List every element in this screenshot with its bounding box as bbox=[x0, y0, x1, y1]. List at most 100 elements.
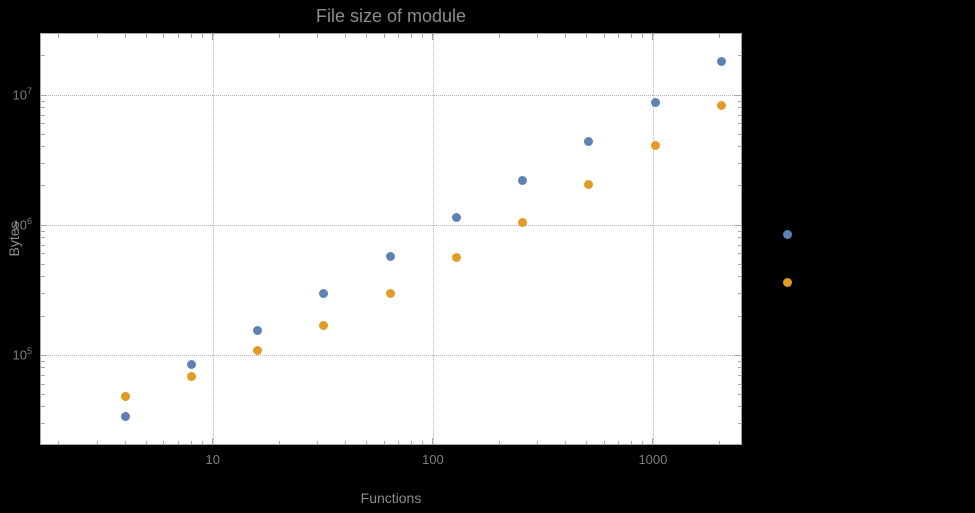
tick-mark bbox=[383, 440, 385, 444]
tick-mark bbox=[737, 244, 741, 246]
plot-frame bbox=[40, 33, 742, 445]
tick-mark bbox=[718, 440, 720, 444]
chart-title: File size of module bbox=[315, 6, 467, 26]
tick-mark bbox=[737, 146, 741, 148]
tick-mark bbox=[737, 263, 741, 265]
tick-mark bbox=[124, 440, 126, 444]
tick-mark bbox=[737, 107, 741, 109]
tick-mark bbox=[202, 440, 204, 444]
tick-mark bbox=[41, 292, 45, 294]
tick-mark bbox=[41, 374, 45, 376]
tick-mark bbox=[41, 114, 45, 116]
tick-mark bbox=[642, 34, 644, 38]
tick-mark bbox=[735, 94, 741, 96]
gridline-horizontal bbox=[41, 355, 741, 357]
x-tick-label: 1000 bbox=[638, 452, 668, 467]
x-axis-label: Functions bbox=[360, 490, 422, 506]
tick-mark bbox=[398, 34, 400, 38]
y-tick-exponent: 6 bbox=[26, 216, 32, 227]
tick-mark bbox=[737, 162, 741, 164]
tick-mark bbox=[537, 34, 539, 38]
tick-mark bbox=[422, 34, 424, 38]
tick-mark bbox=[737, 253, 741, 255]
tick-mark bbox=[737, 367, 741, 369]
tick-mark bbox=[718, 34, 720, 38]
tick-mark bbox=[41, 422, 45, 424]
tick-mark bbox=[498, 440, 500, 444]
tick-mark bbox=[41, 263, 45, 265]
tick-mark bbox=[737, 315, 741, 317]
tick-mark bbox=[41, 185, 45, 187]
tick-mark bbox=[178, 34, 180, 38]
tick-mark bbox=[97, 440, 99, 444]
data-point-blue bbox=[319, 288, 329, 298]
tick-mark bbox=[41, 146, 45, 148]
tick-mark bbox=[411, 34, 413, 38]
data-point-orange bbox=[518, 217, 528, 227]
tick-mark bbox=[737, 393, 741, 395]
tick-mark bbox=[537, 440, 539, 444]
tick-mark bbox=[737, 374, 741, 376]
tick-mark bbox=[383, 34, 385, 38]
tick-mark bbox=[737, 133, 741, 135]
tick-mark bbox=[41, 237, 45, 239]
y-axis-label: Bytes bbox=[6, 221, 22, 257]
tick-mark bbox=[344, 34, 346, 38]
tick-mark bbox=[317, 34, 319, 38]
tick-mark bbox=[163, 34, 165, 38]
tick-mark bbox=[41, 383, 45, 385]
tick-mark bbox=[41, 315, 45, 317]
tick-mark bbox=[278, 34, 280, 38]
data-point-blue bbox=[186, 359, 196, 369]
tick-mark bbox=[178, 440, 180, 444]
tick-mark bbox=[564, 440, 566, 444]
data-point-orange bbox=[783, 278, 793, 288]
tick-mark bbox=[498, 34, 500, 38]
tick-mark bbox=[41, 253, 45, 255]
tick-mark bbox=[603, 34, 605, 38]
y-tick-exponent: 7 bbox=[26, 86, 32, 97]
tick-mark bbox=[631, 34, 633, 38]
tick-mark bbox=[737, 185, 741, 187]
x-tick-label: 100 bbox=[421, 452, 444, 467]
tick-mark bbox=[41, 162, 45, 164]
tick-mark bbox=[190, 440, 192, 444]
data-point-blue bbox=[783, 229, 793, 239]
tick-mark bbox=[41, 94, 47, 96]
tick-mark bbox=[41, 133, 45, 135]
tick-mark bbox=[737, 360, 741, 362]
tick-mark bbox=[737, 406, 741, 408]
data-point-blue bbox=[253, 325, 263, 335]
tick-mark bbox=[737, 276, 741, 278]
tick-mark bbox=[652, 438, 654, 444]
tick-mark bbox=[41, 406, 45, 408]
tick-mark bbox=[41, 354, 47, 356]
y-tick-base: 10 bbox=[12, 217, 27, 233]
tick-mark bbox=[618, 34, 620, 38]
gridline-horizontal bbox=[41, 95, 741, 97]
data-point-orange bbox=[451, 253, 461, 263]
data-point-orange bbox=[120, 392, 130, 402]
tick-mark bbox=[163, 440, 165, 444]
tick-mark bbox=[41, 107, 45, 109]
tick-mark bbox=[737, 114, 741, 116]
tick-mark bbox=[737, 123, 741, 125]
tick-mark bbox=[422, 440, 424, 444]
tick-mark bbox=[41, 55, 45, 57]
tick-mark bbox=[317, 440, 319, 444]
data-point-blue bbox=[385, 252, 395, 262]
data-point-blue bbox=[584, 136, 594, 146]
tick-mark bbox=[642, 440, 644, 444]
x-tick-label: 10 bbox=[205, 452, 221, 467]
y-tick-base: 10 bbox=[12, 87, 27, 103]
data-point-orange bbox=[253, 346, 263, 356]
tick-mark bbox=[586, 34, 588, 38]
tick-mark bbox=[41, 367, 45, 369]
tick-mark bbox=[278, 440, 280, 444]
tick-mark bbox=[432, 34, 434, 40]
data-point-orange bbox=[319, 320, 329, 330]
tick-mark bbox=[41, 276, 45, 278]
tick-mark bbox=[41, 244, 45, 246]
tick-mark bbox=[41, 360, 45, 362]
tick-mark bbox=[618, 440, 620, 444]
